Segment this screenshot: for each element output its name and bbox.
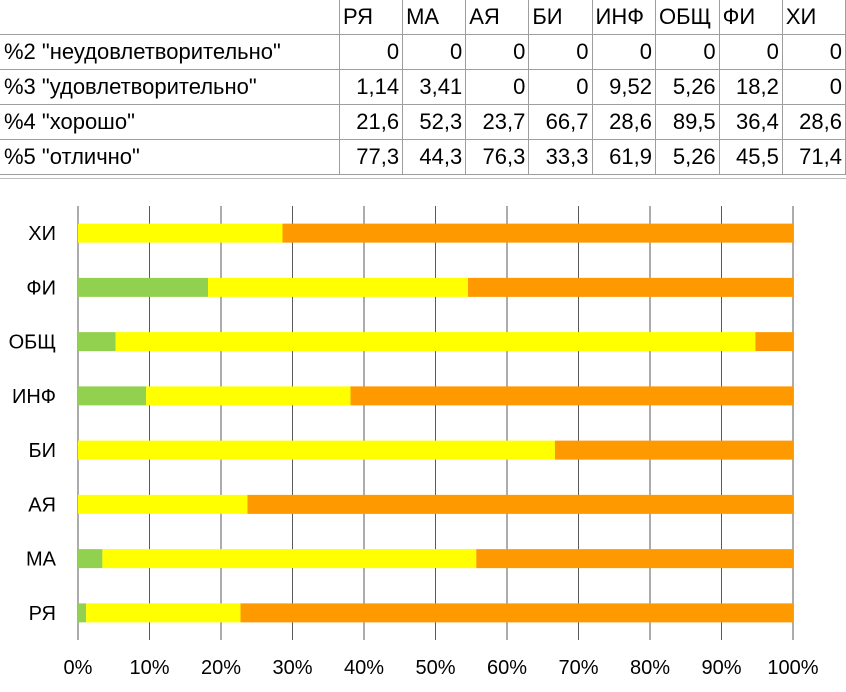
table-cell[interactable]: 18,2 — [718, 69, 783, 105]
bar-segment — [115, 332, 756, 352]
y-tick-label: АЯ — [28, 494, 56, 516]
column-header[interactable]: ИНФ — [591, 0, 656, 35]
x-tick-label: 0% — [64, 657, 93, 679]
table-row: %4 "хорошо" 21,6 52,3 23,7 66,7 28,6 89,… — [0, 104, 846, 140]
x-tick-label: 80% — [630, 657, 670, 679]
x-tick-label: 20% — [201, 657, 241, 679]
table-cell[interactable]: 23,7 — [465, 104, 530, 140]
table-cell[interactable]: 71,4 — [781, 139, 846, 175]
x-tick-label: 100% — [767, 657, 818, 679]
table-cell[interactable]: 5,26 — [654, 139, 720, 175]
table-cell[interactable]: 76,3 — [465, 139, 530, 175]
table-cell[interactable]: 0 — [591, 34, 656, 70]
table-row: %3 "удовлетворительно" 1,14 3,41 0 0 9,5… — [0, 69, 846, 105]
x-tick-label: 50% — [415, 657, 455, 679]
bar-segment — [468, 277, 793, 297]
x-tick-label: 30% — [272, 657, 312, 679]
table-cell[interactable]: 36,4 — [718, 104, 783, 140]
bar-segment — [146, 386, 351, 406]
table-cell[interactable]: 0 — [465, 69, 530, 105]
table-cell[interactable]: 0 — [528, 34, 593, 70]
table-cell[interactable]: 66,7 — [528, 104, 593, 140]
column-header[interactable]: ФИ — [718, 0, 783, 35]
bar-segment — [240, 603, 793, 623]
sheet-divider — [0, 178, 846, 179]
table-cell[interactable]: 9,52 — [591, 69, 656, 105]
table-row: %5 "отлично" 77,3 44,3 76,3 33,3 61,9 5,… — [0, 139, 846, 175]
bar-segment — [282, 223, 793, 243]
data-table: РЯ МА АЯ БИ ИНФ ОБЩ ФИ ХИ %2 "неудовлетв… — [0, 0, 846, 175]
y-tick-label: ХИ — [28, 223, 56, 245]
bar-segment — [78, 277, 208, 297]
x-tick-label: 90% — [701, 657, 741, 679]
bar-segment — [78, 494, 248, 514]
x-tick-label: 40% — [344, 657, 384, 679]
table-cell[interactable]: 77,3 — [338, 139, 404, 175]
bar-segment — [554, 440, 793, 460]
x-tick-label: 10% — [129, 657, 169, 679]
table-cell[interactable]: 45,5 — [718, 139, 783, 175]
y-tick-label: РЯ — [29, 603, 56, 625]
column-header[interactable]: ХИ — [781, 0, 846, 35]
bar-segment — [78, 332, 116, 352]
table-cell[interactable]: 28,6 — [781, 104, 846, 140]
table-cell[interactable]: 5,26 — [654, 69, 720, 105]
y-tick-label: МА — [26, 549, 57, 571]
y-tick-label: БИ — [29, 440, 57, 462]
bar-segment — [78, 549, 103, 569]
table-cell[interactable]: 0 — [465, 34, 530, 70]
y-tick-label: ИНФ — [12, 386, 56, 408]
bar-segment — [476, 549, 793, 569]
table-cell[interactable]: 0 — [528, 69, 593, 105]
bar-segment — [208, 277, 468, 297]
bar-segment — [102, 549, 477, 569]
table-header-row: РЯ МА АЯ БИ ИНФ ОБЩ ФИ ХИ — [0, 0, 846, 35]
column-header[interactable]: БИ — [528, 0, 593, 35]
bar-segment — [755, 332, 793, 352]
bar-segment — [350, 386, 793, 406]
row-label[interactable]: %4 "хорошо" — [0, 104, 340, 140]
column-header[interactable]: РЯ — [338, 0, 404, 35]
bar-segment — [86, 603, 241, 623]
table-cell[interactable]: 33,3 — [528, 139, 593, 175]
table-cell[interactable]: 3,41 — [402, 69, 467, 105]
table-cell[interactable]: 52,3 — [402, 104, 467, 140]
bar-segment — [78, 223, 283, 243]
table-cell[interactable]: 0 — [781, 69, 846, 105]
table-row: %2 "неудовлетворительно" 0 0 0 0 0 0 0 0 — [0, 34, 846, 70]
table-cell[interactable]: 0 — [402, 34, 467, 70]
row-label[interactable]: %3 "удовлетворительно" — [0, 69, 340, 105]
row-label[interactable]: %5 "отлично" — [0, 139, 340, 175]
table-cell[interactable]: 0 — [338, 34, 404, 70]
y-tick-label: ФИ — [26, 277, 56, 299]
bar-segment — [78, 440, 555, 460]
bar-segment — [78, 386, 147, 406]
y-tick-label: ОБЩ — [9, 332, 56, 354]
bar-segment — [247, 494, 793, 514]
table-cell[interactable]: 61,9 — [591, 139, 656, 175]
bar-segment — [78, 603, 87, 623]
x-tick-label: 70% — [558, 657, 598, 679]
x-tick-label: 60% — [487, 657, 527, 679]
table-cell[interactable]: 44,3 — [402, 139, 467, 175]
